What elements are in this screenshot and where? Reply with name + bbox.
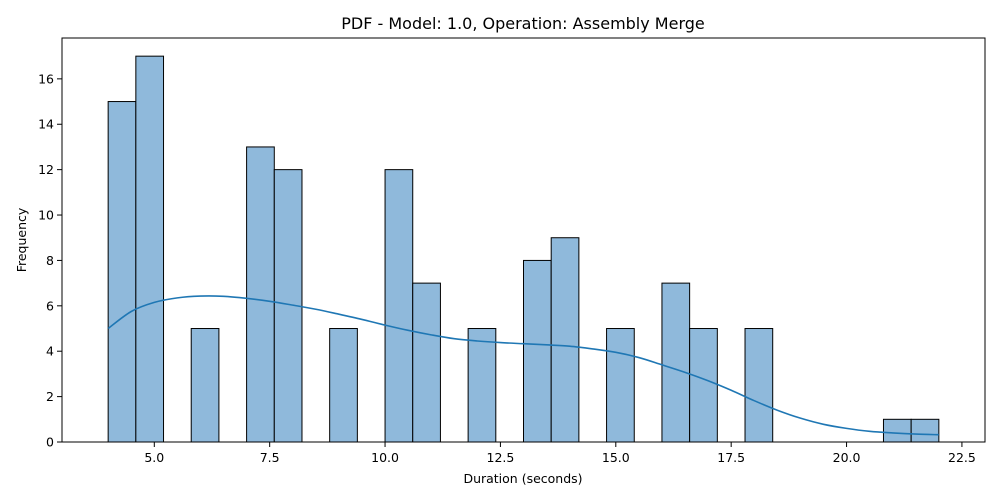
x-tick-label: 20.0 [833, 450, 861, 465]
histogram-bar [329, 328, 358, 443]
x-tick-label: 5.0 [144, 450, 164, 465]
histogram-bar [523, 259, 552, 443]
bars-group [107, 55, 940, 443]
y-tick-label: 10 [38, 208, 54, 223]
histogram-bar [412, 282, 441, 443]
y-axis-label: Frequency [14, 207, 29, 272]
histogram-bar [467, 328, 497, 443]
x-tick-label: 10.0 [371, 450, 399, 465]
y-tick-label: 4 [46, 344, 54, 359]
x-tick-label: 22.5 [948, 450, 976, 465]
y-tick-label: 0 [46, 435, 54, 450]
y-tick-label: 12 [38, 162, 54, 177]
y-tick-label: 14 [38, 117, 54, 132]
histogram-bar [246, 146, 275, 443]
y-tick-label: 6 [46, 298, 54, 313]
histogram-bar [107, 101, 137, 443]
x-tick-label: 17.5 [717, 450, 745, 465]
plot-frame [61, 37, 986, 443]
y-tick-label: 8 [46, 253, 54, 268]
y-tick-label: 16 [38, 71, 54, 86]
histogram-bar [606, 328, 635, 443]
histogram-bar [744, 328, 774, 443]
kde-curve [107, 295, 939, 436]
x-tick-label: 12.5 [487, 450, 515, 465]
histogram-bar [550, 237, 580, 443]
histogram-bar [384, 169, 414, 443]
x-tick-label: 15.0 [602, 450, 630, 465]
chart-title: PDF - Model: 1.0, Operation: Assembly Me… [341, 14, 705, 33]
y-tick-label: 2 [46, 389, 54, 404]
histogram-bar [661, 282, 691, 443]
histogram-bar [190, 328, 220, 443]
x-tick-label: 7.5 [260, 450, 280, 465]
x-axis-ticks: 5.0 7.5 10.0 12.5 15.0 17.5 20.0 22.5 [144, 442, 976, 465]
x-axis-label: Duration (seconds) [463, 471, 582, 486]
histogram-bar [910, 418, 940, 443]
histogram-bar [135, 55, 165, 443]
histogram-bar [689, 328, 718, 443]
y-axis-ticks: 0 2 4 6 8 10 12 14 16 [38, 71, 62, 450]
histogram-bar [882, 418, 912, 443]
